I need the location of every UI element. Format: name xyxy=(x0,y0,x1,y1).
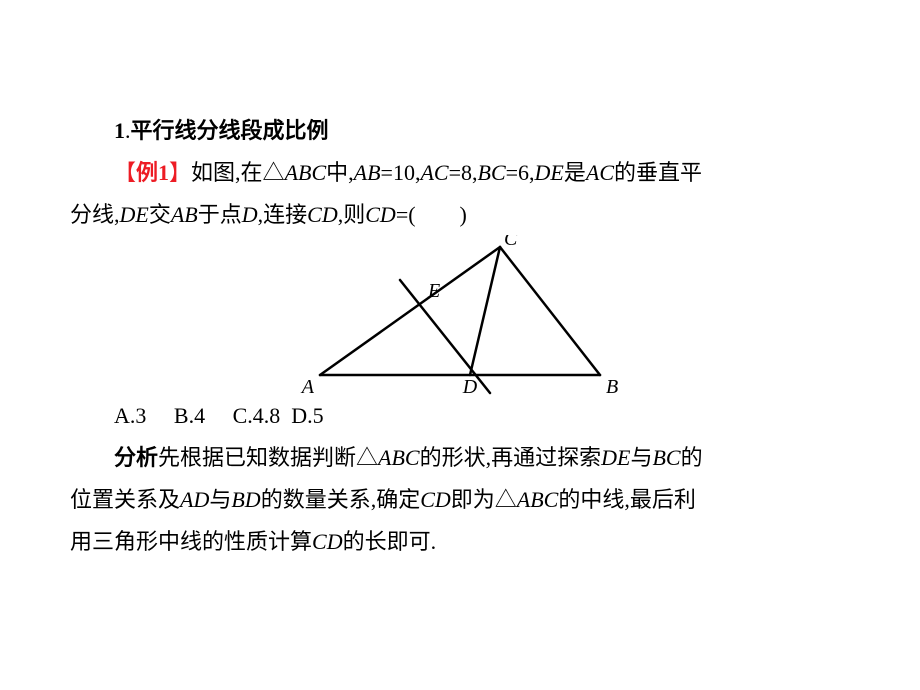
ex-BC: BC xyxy=(478,160,506,185)
section-heading: 1.平行线分线段成比例 xyxy=(70,110,850,152)
example-block: 【例1】如图,在△ABC中,AB=10,AC=8,BC=6,DE是AC的垂直平 … xyxy=(70,152,850,236)
ex-eq2: =8, xyxy=(449,160,478,185)
an-t11: 的长即可. xyxy=(343,529,437,554)
ex-CD: CD xyxy=(307,202,338,227)
ex-D: D xyxy=(242,202,258,227)
ex-AB: AB xyxy=(354,160,381,185)
an-tri: ABC xyxy=(378,445,420,470)
ex-AC: AC xyxy=(420,160,448,185)
ex-DE2: DE xyxy=(120,202,149,227)
example-bracket-close: 】 xyxy=(169,160,191,185)
an-t8: 即为△ xyxy=(451,487,517,512)
an-t10: 用三角形中线的性质计算 xyxy=(70,529,312,554)
analysis-line-3: 用三角形中线的性质计算CD的长即可. xyxy=(70,521,850,563)
example-bracket-open: 【 xyxy=(114,160,136,185)
ex-l2a: 分线, xyxy=(70,202,120,227)
an-BD: BD xyxy=(231,487,260,512)
ex-l2c: 于点 xyxy=(198,202,242,227)
svg-text:B: B xyxy=(606,376,618,395)
analysis-line-2: 位置关系及AD与BD的数量关系,确定CD即为△ABC的中线,最后利 xyxy=(70,479,850,521)
example-line-2: 分线,DE交AB于点D,连接CD,则CD=( ) xyxy=(70,194,850,236)
an-t1: 先根据已知数据判断△ xyxy=(158,445,378,470)
an-DE: DE xyxy=(601,445,630,470)
ex-eq3: =6, xyxy=(506,160,535,185)
ex-l2e: ,则 xyxy=(338,202,366,227)
ex-CD2: CD xyxy=(365,202,396,227)
ex-tri1: ABC xyxy=(285,160,327,185)
ex-intro3: 是 xyxy=(564,160,586,185)
svg-text:E: E xyxy=(427,280,440,302)
ex-intro2: 中, xyxy=(326,160,354,185)
ex-l2f: =( ) xyxy=(396,202,467,227)
svg-text:A: A xyxy=(300,376,315,395)
example-label: 例1 xyxy=(136,160,169,185)
ex-l2b: 交 xyxy=(149,202,171,227)
ex-AC2: AC xyxy=(586,160,614,185)
page: 1.平行线分线段成比例 【例1】如图,在△ABC中,AB=10,AC=8,BC=… xyxy=(0,0,920,563)
ex-DE: DE xyxy=(535,160,564,185)
analysis-label: 分析 xyxy=(114,445,158,470)
analysis-block: 分析先根据已知数据判断△ABC的形状,再通过探索DE与BC的 位置关系及AD与B… xyxy=(70,437,850,562)
ex-intro4: 的垂直平 xyxy=(614,160,702,185)
option-c: C.4.8 xyxy=(233,403,281,428)
triangle-diagram: A B C D E xyxy=(300,235,620,395)
example-line-1: 【例1】如图,在△ABC中,AB=10,AC=8,BC=6,DE是AC的垂直平 xyxy=(70,152,850,194)
an-t4: 的 xyxy=(681,445,703,470)
an-CD2: CD xyxy=(312,529,343,554)
answer-options: A.3 B.4 C.4.8 D.5 xyxy=(70,395,850,437)
ex-intro1: 如图,在△ xyxy=(191,160,285,185)
an-AD: AD xyxy=(180,487,209,512)
option-d: D.5 xyxy=(291,403,323,428)
an-tri2: ABC xyxy=(517,487,559,512)
analysis-line-1: 分析先根据已知数据判断△ABC的形状,再通过探索DE与BC的 xyxy=(70,437,850,479)
an-t2: 的形状,再通过探索 xyxy=(420,445,602,470)
diagram-container: A B C D E xyxy=(70,235,850,395)
svg-text:C: C xyxy=(504,235,518,250)
option-b: B.4 xyxy=(174,403,205,428)
heading-number: 1 xyxy=(114,118,125,143)
an-t9: 的中线,最后利 xyxy=(558,487,696,512)
heading-text: 平行线分线段成比例 xyxy=(131,118,329,143)
ex-AB2: AB xyxy=(171,202,198,227)
ex-l2d: ,连接 xyxy=(258,202,308,227)
an-CD: CD xyxy=(420,487,451,512)
an-t7: 的数量关系,确定 xyxy=(261,487,421,512)
svg-text:D: D xyxy=(462,376,478,395)
option-a: A.3 xyxy=(114,403,146,428)
an-t5: 位置关系及 xyxy=(70,487,180,512)
ex-eq1: =10, xyxy=(381,160,421,185)
an-t6: 与 xyxy=(209,487,231,512)
an-BC: BC xyxy=(652,445,680,470)
an-t3: 与 xyxy=(630,445,652,470)
